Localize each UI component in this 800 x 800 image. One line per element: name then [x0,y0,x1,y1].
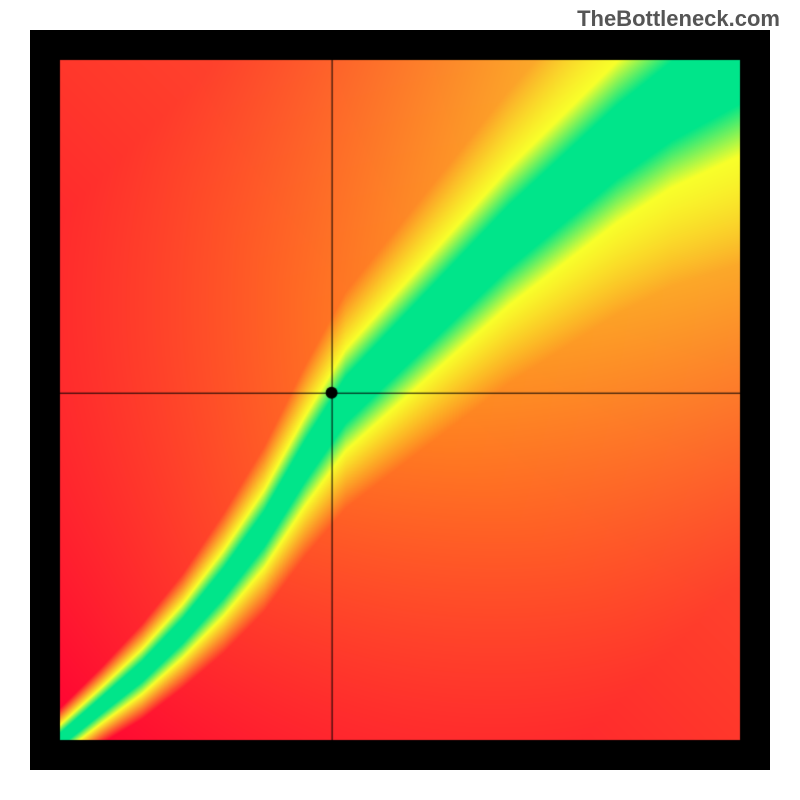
attribution-text: TheBottleneck.com [577,6,780,32]
bottleneck-heatmap [30,30,770,770]
chart-outer-frame [30,30,770,770]
page-container: TheBottleneck.com [0,0,800,800]
